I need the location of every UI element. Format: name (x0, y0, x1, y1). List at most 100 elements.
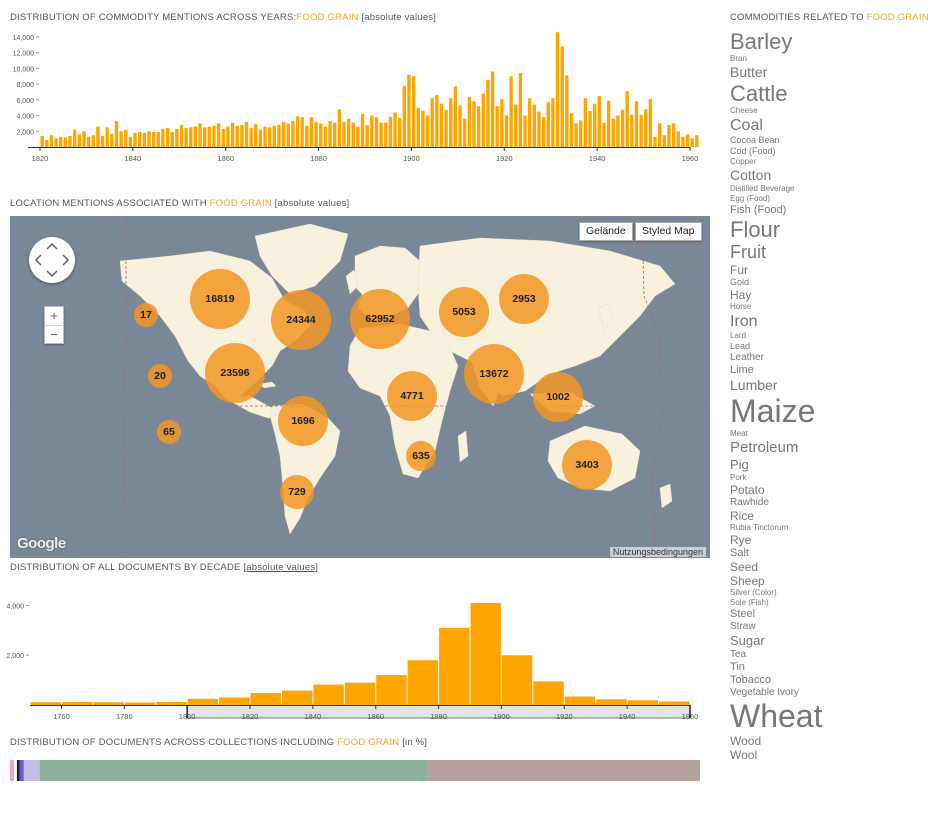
commodity-link[interactable]: Steel (730, 608, 756, 620)
commodity-link[interactable]: Rice (730, 509, 755, 523)
bar (467, 96, 472, 147)
commodity-link[interactable]: Rawhide (730, 497, 769, 508)
location-map[interactable]: + − Gelände Styled Map 16819 17 24344 62952… (10, 216, 710, 558)
commodity-link[interactable]: Maize (730, 393, 816, 429)
location-cluster[interactable]: 1002 (533, 372, 583, 422)
commodity-link[interactable]: Fruit (730, 242, 766, 262)
commodity-link[interactable]: Egg (Food) (730, 194, 771, 203)
commodity-link[interactable]: Sole (Fish) (730, 598, 769, 607)
location-cluster[interactable]: 3403 (562, 440, 612, 490)
terrain-map-button[interactable]: Gelände (579, 222, 633, 241)
commodity-link[interactable]: Potato (730, 483, 765, 497)
bar (356, 126, 360, 147)
commodity-link[interactable]: Cotton (730, 167, 772, 183)
bar (504, 115, 509, 147)
bar (91, 135, 95, 147)
x-tick-label: 1840 (305, 712, 322, 721)
bar (314, 121, 318, 147)
bar (574, 123, 578, 147)
commodity-link[interactable]: Fish (Food) (730, 204, 787, 216)
x-tick-label: 1860 (367, 712, 384, 721)
bar (263, 126, 267, 147)
map-pan-control[interactable] (29, 237, 75, 283)
commodity-link[interactable]: Leather (730, 352, 764, 363)
commodity-link[interactable]: Lime (730, 364, 754, 376)
location-cluster[interactable]: 13672 (464, 344, 524, 404)
commodity-link[interactable]: Tobacco (730, 674, 771, 686)
bar (170, 132, 174, 147)
location-cluster[interactable]: 16819 (190, 269, 250, 329)
map-highlight[interactable]: FOOD GRAIN (209, 198, 272, 209)
commodity-link[interactable]: Butter (730, 64, 768, 80)
commodity-link[interactable]: Bran (730, 54, 747, 63)
y-tick-label: 6,000 (16, 98, 34, 105)
collections-stacked-bar[interactable] (10, 760, 700, 781)
commodity-link[interactable]: Cod (Food) (730, 146, 776, 156)
bar (658, 123, 662, 147)
commodity-link[interactable]: Wool (730, 748, 758, 762)
location-cluster[interactable]: 65 (157, 420, 181, 444)
commodity-link[interactable]: Hay (730, 288, 752, 302)
terms-of-use-link[interactable]: Nutzungsbedingungen (609, 547, 706, 557)
decade-absolute-toggle[interactable]: [absolute values] (243, 562, 319, 573)
commodity-link[interactable]: Lead (730, 341, 751, 351)
location-cluster[interactable]: 24344 (271, 290, 331, 350)
commodity-link[interactable]: Wood (730, 734, 762, 748)
commodity-link[interactable]: Pig (730, 457, 749, 472)
commodity-link[interactable]: Petroleum (730, 439, 799, 456)
commodity-link[interactable]: Coal (730, 117, 763, 134)
commodity-link[interactable]: Copper (730, 157, 757, 166)
commodity-highlight[interactable]: FOOD GRAIN (296, 12, 359, 23)
zoom-out-button[interactable]: − (50, 327, 58, 342)
commodity-link[interactable]: Lard (730, 331, 747, 340)
commodity-link[interactable]: Silver (Color) (730, 588, 777, 597)
commodity-link[interactable]: Cocoa Bean (730, 135, 780, 145)
bar (151, 132, 156, 147)
bar (634, 101, 639, 147)
styled-map-button[interactable]: Styled Map (635, 222, 702, 241)
bar (472, 101, 476, 147)
commodity-link[interactable]: Fur (730, 263, 748, 277)
location-cluster[interactable]: 1696 (278, 396, 328, 446)
commodity-link[interactable]: Tea (730, 649, 747, 660)
x-tick-label: 1860 (217, 154, 234, 163)
commodity-link[interactable]: Sheep (730, 574, 765, 588)
commodity-link[interactable]: Iron (730, 313, 758, 330)
bar (370, 115, 374, 147)
commodity-link[interactable]: Horse (730, 302, 752, 311)
commodity-link[interactable]: Barley (730, 29, 793, 54)
commodity-link[interactable]: Sugar (730, 633, 765, 648)
bar (546, 102, 550, 147)
commodity-link[interactable]: Wheat (730, 698, 823, 734)
location-cluster[interactable]: 5053 (439, 287, 489, 337)
commodity-link[interactable]: Cattle (730, 81, 788, 106)
location-cluster[interactable]: 62952 (350, 289, 410, 349)
bar (198, 123, 202, 147)
commodity-link[interactable]: Lumber (730, 377, 778, 393)
commodity-link[interactable]: Vegetable Ivory (730, 687, 799, 698)
commodity-link[interactable]: Tin (730, 661, 745, 673)
location-cluster[interactable]: 635 (406, 441, 436, 471)
zoom-in-button[interactable]: + (45, 307, 63, 326)
world-map-land (10, 216, 710, 558)
commodity-link[interactable]: Gold (730, 277, 750, 287)
collections-highlight[interactable]: FOOD GRAIN (337, 737, 400, 748)
location-cluster[interactable]: 729 (280, 475, 314, 509)
commodity-link[interactable]: Rubia Tinctorum (730, 523, 789, 532)
bar (388, 117, 393, 147)
commodity-link[interactable]: Pork (730, 473, 747, 482)
commodity-link[interactable]: Cheese (730, 106, 758, 115)
location-cluster[interactable]: 23596 (205, 343, 265, 403)
location-cluster[interactable]: 2953 (499, 274, 549, 324)
commodity-link[interactable]: Salt (730, 547, 749, 559)
commodity-link[interactable]: Straw (730, 621, 756, 632)
location-cluster[interactable]: 4771 (387, 371, 437, 421)
location-cluster[interactable]: 20 (148, 364, 172, 388)
commodity-link[interactable]: Rye (730, 533, 752, 547)
decade-distribution-chart[interactable]: 4,0002,000176017801800182018401860188019… (0, 578, 720, 733)
commodity-link[interactable]: Distilled Beverage (730, 184, 795, 193)
location-cluster[interactable]: 17 (134, 303, 158, 327)
commodity-link[interactable]: Meat (730, 429, 748, 438)
commodity-link[interactable]: Seed (730, 560, 759, 574)
commodity-link[interactable]: Flour (730, 217, 781, 242)
